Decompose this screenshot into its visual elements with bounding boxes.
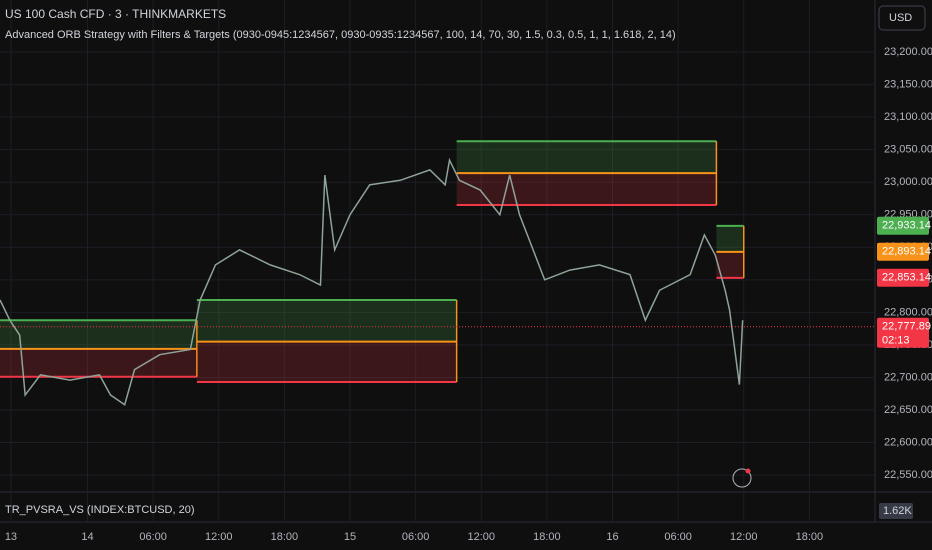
indicator-title: Advanced ORB Strategy with Filters & Tar… bbox=[5, 29, 676, 41]
price-tag-label: 22,777.89 bbox=[882, 321, 931, 333]
ranges bbox=[0, 140, 745, 384]
y-tick-label: 23,050.00 bbox=[884, 144, 932, 156]
x-tick-label: 06:00 bbox=[664, 531, 692, 543]
y-tick-label: 23,100.00 bbox=[884, 111, 932, 123]
x-tick-label: 12:00 bbox=[205, 531, 233, 543]
currency-button[interactable] bbox=[878, 5, 926, 31]
chart-title: US 100 Cash CFD · 3 · THINKMARKETS bbox=[5, 7, 226, 21]
range-upper bbox=[0, 320, 197, 349]
countdown: 02:13 bbox=[882, 335, 910, 347]
price-tag-label: 22,893.14 bbox=[882, 246, 931, 258]
x-tick-label: 06:00 bbox=[402, 531, 430, 543]
price-line bbox=[0, 157, 744, 407]
x-tick-label: 06:00 bbox=[139, 531, 167, 543]
y-tick-label: 22,600.00 bbox=[884, 436, 932, 448]
x-tick-label: 13 bbox=[5, 531, 17, 543]
price-tag bbox=[877, 268, 929, 287]
volume-tag bbox=[879, 503, 913, 519]
alert-dot bbox=[745, 468, 751, 474]
y-tick-label: 22,700.00 bbox=[884, 371, 932, 383]
price-tag-label: 22,853.14 bbox=[882, 272, 931, 284]
price-tag-label: 22,933.14 bbox=[882, 220, 931, 232]
y-tick-label: 22,650.00 bbox=[884, 404, 932, 416]
x-tick-label: 14 bbox=[81, 531, 93, 543]
price-tag bbox=[877, 317, 929, 348]
y-tick-label: 23,000.00 bbox=[884, 176, 932, 188]
axes: 22,550.00 22,600.00 22,650.00 22,700.00 22,7… bbox=[5, 46, 932, 543]
x-tick-label: 18:00 bbox=[533, 531, 561, 543]
range-upper bbox=[196, 300, 457, 342]
range-upper bbox=[456, 141, 717, 174]
plot bbox=[0, 157, 875, 407]
alert-icon[interactable] bbox=[732, 468, 752, 488]
x-tick-label: 12:00 bbox=[730, 531, 758, 543]
x-tick-label: 18:00 bbox=[271, 531, 299, 543]
currency: USD bbox=[889, 12, 912, 24]
x-tick-label: 18:00 bbox=[796, 531, 824, 543]
y-tick-label: 22,800.00 bbox=[884, 306, 932, 318]
x-tick-label: 12:00 bbox=[467, 531, 495, 543]
y-tick-label: 23,150.00 bbox=[884, 79, 932, 91]
price-tag bbox=[877, 216, 929, 235]
grid bbox=[0, 0, 875, 522]
volume-label: 1.62K bbox=[883, 505, 912, 517]
price-tag bbox=[877, 242, 929, 261]
y-tick-label: 22,550.00 bbox=[884, 469, 932, 481]
volume-pane-title: TR_PVSRA_VS (INDEX:BTCUSD, 20) bbox=[5, 504, 195, 516]
range-upper bbox=[716, 225, 744, 252]
range-lower bbox=[196, 341, 457, 383]
range-lower bbox=[456, 173, 717, 205]
y-tick-label: 23,200.00 bbox=[884, 46, 932, 58]
x-tick-label: 15 bbox=[344, 531, 356, 543]
x-tick-label: 16 bbox=[606, 531, 618, 543]
